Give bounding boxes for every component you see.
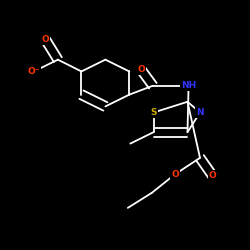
- Text: O: O: [42, 36, 50, 44]
- Text: O: O: [137, 65, 145, 74]
- Text: O: O: [208, 171, 216, 180]
- Text: N: N: [196, 108, 204, 117]
- Text: NH: NH: [181, 81, 196, 90]
- Text: O⁻: O⁻: [28, 67, 40, 76]
- Text: O: O: [171, 170, 179, 179]
- Text: S: S: [150, 108, 157, 117]
